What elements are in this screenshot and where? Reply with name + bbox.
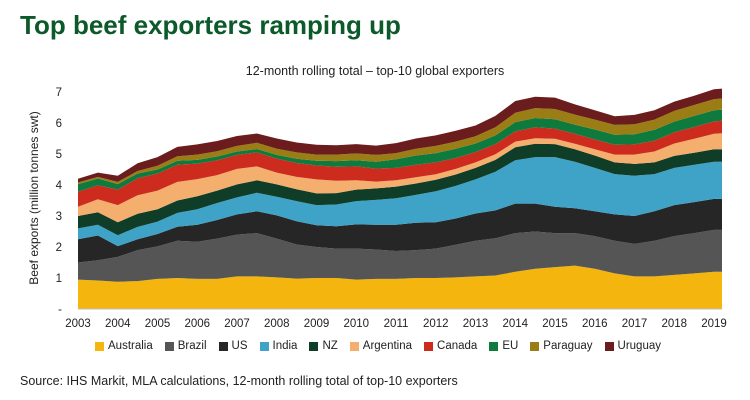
area-argentina: [78, 133, 722, 223]
legend-item-eu: EU: [489, 340, 518, 352]
legend-item-brazil: Brazil: [164, 340, 207, 352]
x-tick-label: 2018: [661, 318, 687, 330]
x-tick-label: 2011: [384, 318, 409, 330]
x-tick-label: 2016: [582, 318, 608, 330]
legend-label: Brazil: [177, 340, 207, 352]
x-tick-label: 2013: [463, 318, 489, 330]
legend-label: Uruguay: [617, 340, 661, 352]
x-tick-label: 2015: [542, 318, 568, 330]
y-tick-label: 1: [56, 273, 62, 285]
x-tick-label: 2006: [184, 318, 210, 330]
legend-swatch: [424, 341, 434, 351]
legend-swatch: [218, 341, 228, 351]
legend-swatch: [604, 341, 614, 351]
legend-swatch: [95, 341, 104, 351]
headline: Top beef exporters ramping up: [20, 10, 401, 40]
legend-item-australia: Australia: [95, 340, 153, 352]
area-series-group: [78, 88, 722, 309]
legend-item-nz: NZ: [309, 340, 338, 352]
y-tick-label: 5: [56, 149, 62, 161]
y-tick-label: 2: [56, 242, 62, 254]
area-canada: [78, 120, 722, 207]
x-tick-label: 2017: [622, 318, 648, 330]
legend-label: Australia: [108, 340, 153, 352]
x-tick-label: 2019: [701, 318, 727, 330]
y-tick-label: 6: [56, 118, 62, 130]
legend-swatch: [309, 341, 319, 351]
chart-title: 12-month rolling total – top-10 global e…: [245, 64, 505, 78]
x-tick-label: 2010: [343, 318, 369, 330]
legend-item-uruguay: Uruguay: [604, 340, 661, 352]
legend-label: Paraguay: [543, 340, 593, 352]
legend-label: India: [272, 340, 298, 352]
legend-item-canada: Canada: [424, 340, 477, 352]
legend-label: NZ: [322, 340, 338, 352]
x-tick-label: 2004: [105, 318, 131, 330]
area-australia: [78, 265, 722, 309]
legend-swatch: [164, 341, 174, 351]
legend: Australia Brazil US India NZ Argentina Canada E…: [95, 340, 661, 352]
source-note: Source: IHS Markit, MLA calculations, 12…: [20, 374, 458, 388]
legend-item-us: US: [218, 340, 248, 352]
x-tick-label: 2007: [224, 318, 250, 330]
legend-swatch: [489, 341, 499, 351]
x-tick-label: 2012: [423, 318, 449, 330]
legend-label: EU: [502, 340, 519, 352]
legend-label: Canada: [437, 340, 478, 352]
area-nz: [78, 143, 722, 236]
x-tick-label: 2003: [65, 318, 91, 330]
legend-item-india: India: [259, 340, 298, 352]
legend-label: US: [231, 340, 248, 352]
y-tick-label: 3: [56, 211, 62, 223]
x-tick-label: 2008: [264, 318, 290, 330]
x-tick-label: 2009: [304, 318, 330, 330]
legend-item-argentina: Argentina: [349, 340, 413, 352]
area-india: [78, 157, 722, 247]
legend-swatch: [259, 341, 269, 351]
y-tick-label: 4: [56, 180, 63, 192]
area-paraguay: [78, 98, 722, 185]
area-brazil: [78, 229, 722, 282]
area-us: [78, 198, 722, 263]
legend-swatch: [349, 341, 359, 351]
x-tick-label: 2014: [502, 318, 528, 330]
y-tick-labels: - 1 2 3 4 5 6 7: [56, 87, 63, 316]
legend-label: Argentina: [362, 340, 413, 352]
x-tick-labels: 2003 2004 2005 2006 2007 2008 2009 2010 2011 2012…: [65, 318, 727, 330]
x-tick-label: 2005: [145, 318, 171, 330]
legend-item-paraguay: Paraguay: [530, 340, 593, 352]
legend-swatch: [530, 341, 540, 351]
y-tick-label: 7: [56, 87, 62, 99]
y-tick-label: -: [58, 304, 62, 316]
